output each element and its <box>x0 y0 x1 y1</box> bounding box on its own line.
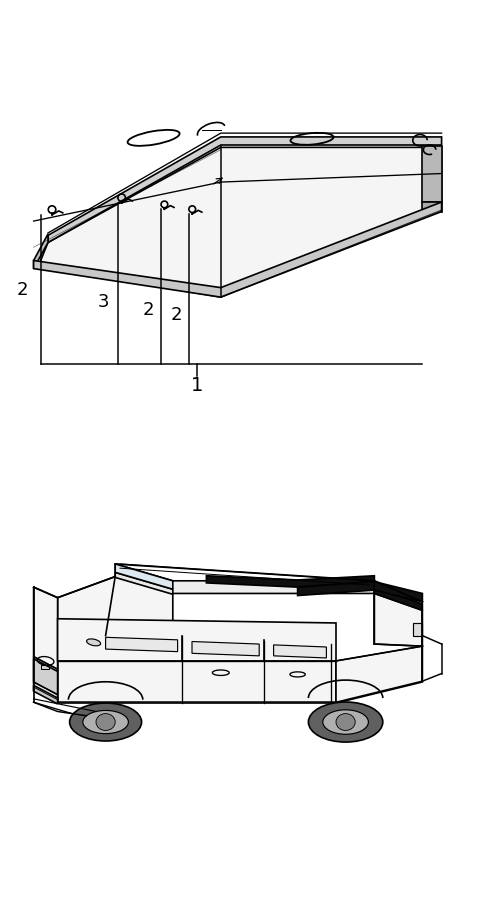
Polygon shape <box>413 623 422 636</box>
Polygon shape <box>115 564 173 589</box>
Polygon shape <box>58 619 336 661</box>
Polygon shape <box>34 234 48 268</box>
Ellipse shape <box>70 703 142 741</box>
Ellipse shape <box>86 639 101 646</box>
Text: 2: 2 <box>143 301 155 319</box>
Bar <box>41 666 49 669</box>
Polygon shape <box>34 202 442 297</box>
Polygon shape <box>374 594 422 646</box>
Polygon shape <box>298 581 422 602</box>
Polygon shape <box>274 645 326 658</box>
Circle shape <box>96 714 115 730</box>
Polygon shape <box>106 637 178 651</box>
Polygon shape <box>48 137 442 242</box>
Polygon shape <box>58 661 336 703</box>
Polygon shape <box>206 576 374 588</box>
Circle shape <box>336 714 355 730</box>
Polygon shape <box>374 588 422 610</box>
Polygon shape <box>192 641 259 656</box>
Polygon shape <box>58 577 173 649</box>
Polygon shape <box>422 202 442 212</box>
Polygon shape <box>115 572 173 595</box>
Polygon shape <box>34 657 58 703</box>
Ellipse shape <box>308 702 383 742</box>
Polygon shape <box>38 147 442 297</box>
Polygon shape <box>34 685 58 704</box>
Ellipse shape <box>323 710 369 735</box>
Polygon shape <box>34 588 58 669</box>
Ellipse shape <box>83 710 129 734</box>
Polygon shape <box>115 564 374 594</box>
Polygon shape <box>34 658 58 694</box>
Text: 1: 1 <box>191 376 203 395</box>
Polygon shape <box>336 646 422 703</box>
Polygon shape <box>422 146 442 202</box>
Text: 2: 2 <box>17 281 28 299</box>
Text: 3: 3 <box>97 293 109 311</box>
Text: 2: 2 <box>171 306 182 324</box>
